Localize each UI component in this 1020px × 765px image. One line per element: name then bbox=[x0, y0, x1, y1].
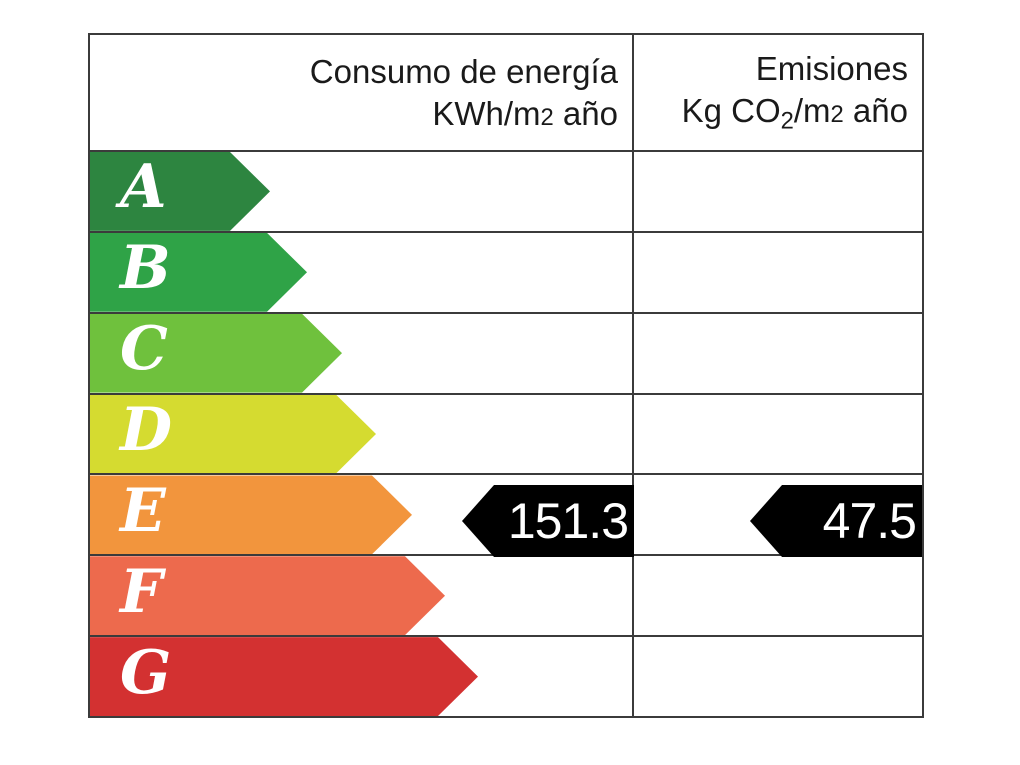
emissions-value: 47.5 bbox=[822, 493, 917, 549]
rating-arrow: E bbox=[90, 475, 412, 554]
rating-row: B bbox=[90, 230, 922, 312]
consumption-value: 151.3 bbox=[507, 493, 629, 549]
rating-letter: C bbox=[120, 314, 168, 385]
rating-row: A bbox=[90, 150, 922, 231]
rating-arrow: A bbox=[90, 152, 270, 231]
rating-row: D bbox=[90, 392, 922, 474]
header-emissions: Emisiones Kg CO2/m2 año bbox=[632, 35, 922, 150]
rating-row: F bbox=[90, 554, 922, 635]
header-consumption: Consumo de energía KWh/m2 año bbox=[90, 35, 632, 150]
header-consumption-line2: KWh/m2 año bbox=[432, 94, 618, 132]
table-header: Consumo de energía KWh/m2 año Emisiones … bbox=[90, 35, 922, 150]
rating-letter: F bbox=[120, 556, 163, 627]
rating-letter: B bbox=[120, 233, 171, 304]
rating-arrow: G bbox=[90, 637, 478, 716]
header-emissions-line2: Kg CO2/m2 año bbox=[681, 92, 908, 135]
rating-letter: A bbox=[120, 152, 167, 223]
emissions-value-arrow: 47.5 bbox=[750, 485, 922, 557]
rating-letter: G bbox=[120, 637, 172, 708]
rating-arrow: B bbox=[90, 233, 307, 312]
rating-row: E bbox=[90, 473, 922, 554]
rating-rows: A B C D E F G bbox=[90, 150, 922, 716]
rating-arrow: C bbox=[90, 314, 342, 393]
rating-arrow: D bbox=[90, 395, 376, 474]
rating-letter: D bbox=[120, 395, 173, 465]
consumption-value-arrow: 151.3 bbox=[462, 485, 634, 557]
rating-row: C bbox=[90, 311, 922, 393]
energy-rating-table: Consumo de energía KWh/m2 año Emisiones … bbox=[88, 33, 924, 718]
header-consumption-line1: Consumo de energía bbox=[309, 52, 618, 90]
header-emissions-line1: Emisiones bbox=[755, 50, 908, 88]
rating-row: G bbox=[90, 635, 922, 716]
rating-letter: E bbox=[120, 475, 166, 546]
rating-arrow: F bbox=[90, 556, 445, 635]
column-divider bbox=[632, 35, 634, 716]
